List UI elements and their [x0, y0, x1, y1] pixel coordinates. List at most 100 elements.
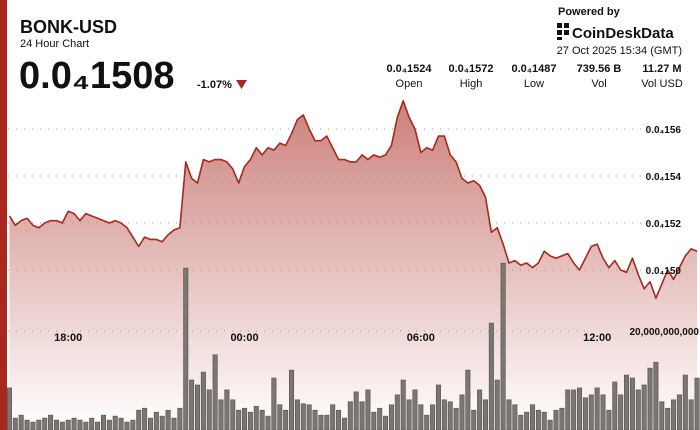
- volume-bar: [212, 354, 218, 430]
- down-arrow: [236, 80, 247, 89]
- volume-bar: [12, 417, 18, 430]
- volume-bar: [130, 419, 136, 430]
- volume-bar: [200, 371, 206, 430]
- volume-bar: [18, 414, 24, 430]
- volume-bar: [347, 401, 353, 430]
- volume-bar: [253, 405, 259, 430]
- price-change: -1.07%: [197, 79, 232, 91]
- volume-bar: [48, 414, 54, 430]
- volume-bar: [400, 379, 406, 430]
- volume-bar: [118, 417, 124, 430]
- volume-bar: [665, 407, 671, 430]
- volume-bar: [388, 404, 394, 430]
- volume-bar: [647, 367, 653, 430]
- volume-bar: [195, 384, 201, 430]
- volume-bar: [500, 262, 506, 430]
- volume-bar: [518, 414, 524, 430]
- volume-bar: [406, 399, 412, 430]
- x-tick-label: 06:00: [407, 332, 435, 344]
- volume-bar: [142, 407, 148, 430]
- volume-bar: [582, 397, 588, 430]
- volume-bar: [283, 409, 289, 430]
- volume-bar: [42, 417, 48, 430]
- volume-bar: [418, 404, 424, 430]
- volume-bar: [259, 409, 265, 430]
- volume-bar: [77, 419, 83, 430]
- x-tick-label: 18:00: [54, 332, 82, 344]
- volume-bar: [265, 415, 271, 430]
- volume-bar: [65, 419, 71, 430]
- volume-bar: [471, 409, 477, 430]
- powered-by: Powered by: [558, 6, 621, 18]
- volume-bar: [183, 267, 189, 430]
- volume-bar: [106, 419, 112, 430]
- volume-bar: [371, 411, 377, 430]
- volume-bar: [89, 417, 95, 430]
- volume-bar: [618, 394, 624, 430]
- volume-bar: [535, 409, 541, 430]
- stat-label: Low: [524, 78, 544, 90]
- volume-bar: [100, 414, 106, 430]
- volume-bar: [330, 404, 336, 430]
- volume-bar: [424, 414, 430, 430]
- volume-bar: [383, 415, 389, 430]
- stat-value: 0.0₄1572: [448, 63, 493, 75]
- volume-bar: [377, 407, 383, 430]
- volume-bar: [289, 369, 295, 430]
- volume-bar: [671, 399, 677, 430]
- volume-bar: [653, 361, 659, 430]
- volume-bar: [488, 322, 494, 430]
- volume-bar: [36, 419, 42, 430]
- volume-bar: [177, 407, 183, 430]
- volume-bar: [547, 419, 553, 430]
- volume-bar: [606, 409, 612, 430]
- volume-bar: [165, 409, 171, 430]
- volume-bar: [341, 417, 347, 430]
- volume-bar: [318, 414, 324, 430]
- volume-bar: [430, 404, 436, 430]
- volume-bar: [136, 409, 142, 430]
- y-tick-label: 0.0₄152: [646, 219, 682, 230]
- x-tick-label: 00:00: [230, 332, 258, 344]
- volume-bar: [277, 404, 283, 430]
- volume-bar: [171, 417, 177, 430]
- volume-bar: [312, 409, 318, 430]
- brand-name: CoinDeskData: [572, 25, 674, 42]
- volume-bar: [494, 379, 500, 430]
- volume-bar: [624, 374, 630, 430]
- volume-bar: [565, 389, 571, 430]
- volume-bar: [465, 369, 471, 430]
- volume-bar: [588, 394, 594, 430]
- volume-bar: [159, 415, 165, 430]
- volume-bar: [412, 389, 418, 430]
- volume-bar: [559, 407, 565, 430]
- volume-bar: [682, 374, 688, 430]
- volume-bar: [394, 394, 400, 430]
- stat-label: Vol: [591, 78, 606, 90]
- volume-bar: [359, 401, 365, 430]
- volume-bar: [641, 384, 647, 430]
- volume-bar: [206, 389, 212, 430]
- volume-bar: [441, 399, 447, 430]
- volume-bar: [524, 411, 530, 430]
- volume-bar: [435, 384, 441, 430]
- volume-bar: [353, 391, 359, 430]
- volume-bar: [218, 399, 224, 430]
- y-tick-label: 0.0₄154: [646, 172, 682, 183]
- volume-bar: [189, 379, 195, 430]
- y-tick-label: 0.0₄150: [646, 266, 682, 277]
- volume-bar: [71, 417, 77, 430]
- price-area: [9, 100, 698, 430]
- brand-logo: [557, 23, 569, 40]
- volume-bar: [447, 401, 453, 430]
- volume-bar: [224, 389, 230, 430]
- volume-bar: [59, 421, 65, 430]
- volume-bar: [629, 377, 635, 430]
- current-price: 0.0₄1508: [19, 55, 174, 97]
- y-tick-label: 0.0₄156: [646, 125, 682, 136]
- symbol-title: BONK-USD: [20, 17, 117, 37]
- volume-bar: [482, 399, 488, 430]
- volume-bar: [300, 403, 306, 430]
- volume-bar: [147, 417, 153, 430]
